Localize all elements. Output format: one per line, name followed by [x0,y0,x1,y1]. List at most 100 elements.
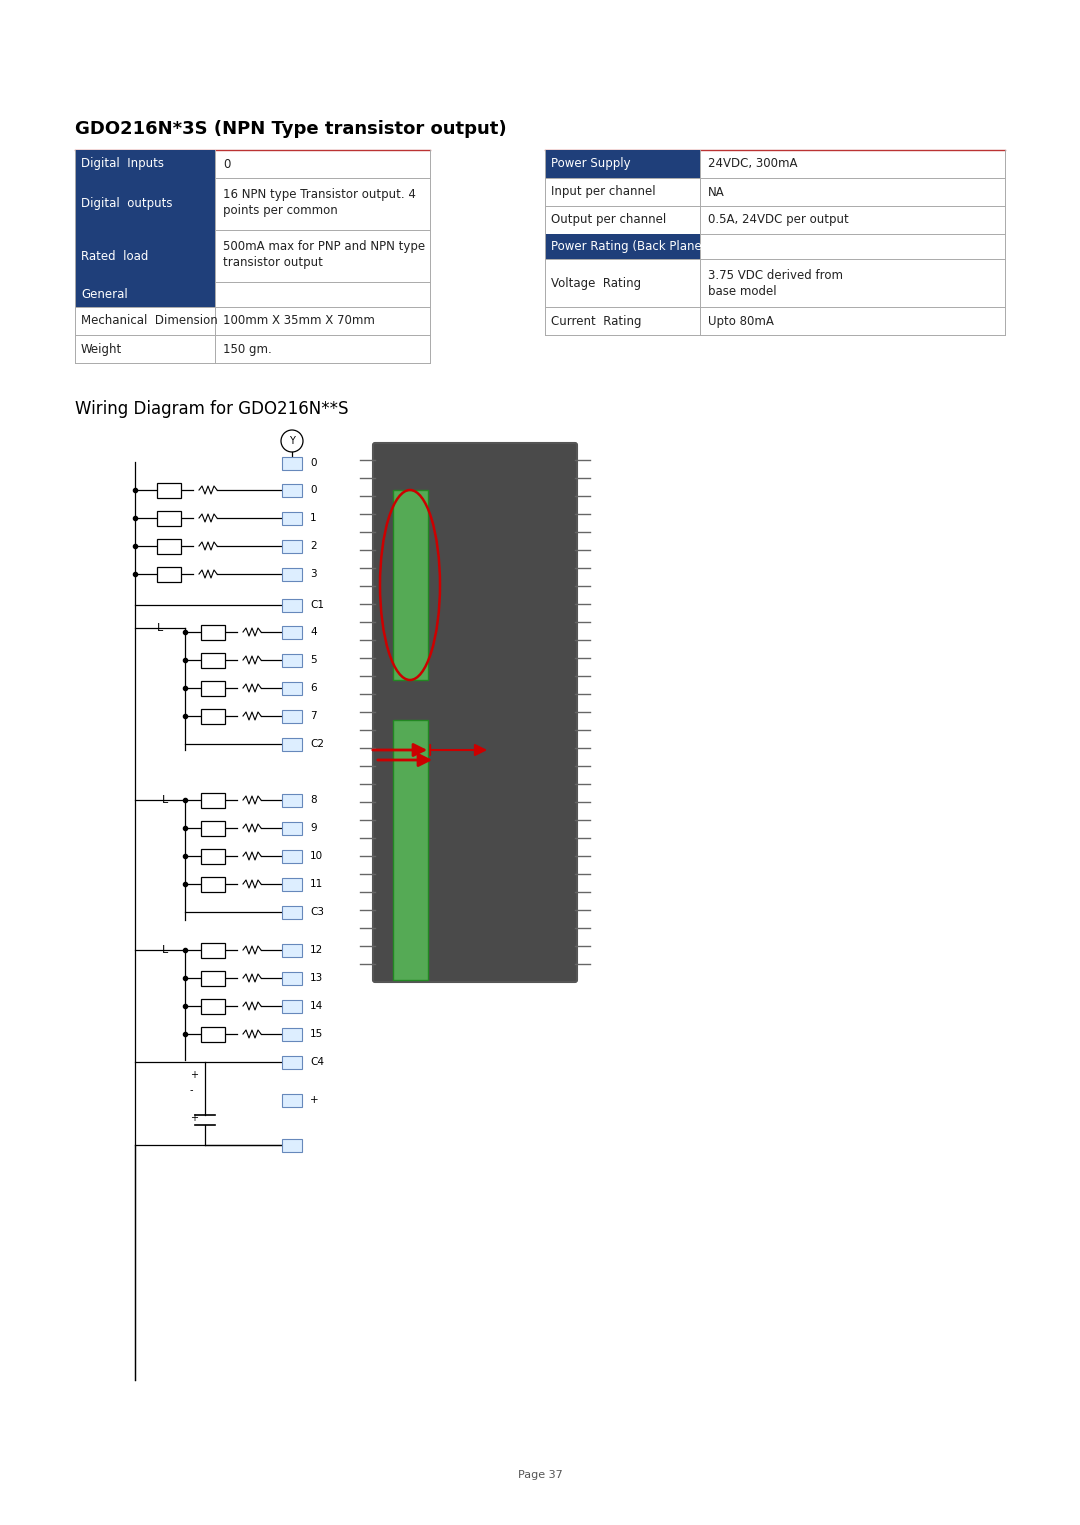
Polygon shape [75,178,215,230]
Polygon shape [75,230,215,282]
Bar [282,822,302,834]
Bar [282,540,302,552]
Text: 0: 0 [310,458,316,468]
Text: Input per channel: Input per channel [551,186,656,198]
Text: Voltage  Rating: Voltage Rating [551,276,642,290]
Bar [282,456,302,470]
Text: 0.5A, 24VDC per output: 0.5A, 24VDC per output [708,214,849,227]
Bar [282,709,302,723]
Text: 3.75 VDC derived from: 3.75 VDC derived from [708,268,843,282]
Polygon shape [545,149,700,178]
Text: Weight: Weight [81,343,122,355]
Text: L: L [162,946,168,955]
Bar [157,538,181,554]
Bar [201,970,225,985]
Text: Power Supply: Power Supply [551,157,631,171]
Bar [282,567,302,581]
Text: 6: 6 [310,683,316,692]
Text: points per common: points per common [222,204,338,217]
Bar [201,653,225,668]
Text: 16 NPN type Transistor output. 4: 16 NPN type Transistor output. 4 [222,188,416,201]
Text: General: General [81,288,127,300]
Text: 10: 10 [310,851,323,862]
Bar [282,1055,302,1069]
Bar [282,511,302,525]
Text: Y: Y [289,436,295,445]
Bar [282,483,302,497]
Text: Wiring Diagram for GDO216N**S: Wiring Diagram for GDO216N**S [75,400,349,418]
Text: C2: C2 [310,740,324,749]
Text: 12: 12 [310,946,323,955]
Text: 13: 13 [310,973,323,984]
Text: 500mA max for PNP and NPN type: 500mA max for PNP and NPN type [222,239,426,253]
Text: base model: base model [708,285,777,297]
Text: 5: 5 [310,656,316,665]
Bar [282,625,302,639]
Bar [201,680,225,695]
Bar [282,738,302,750]
Text: +: + [190,1071,198,1080]
Text: 1: 1 [310,512,316,523]
Bar [393,720,428,981]
Bar [201,999,225,1014]
Text: C1: C1 [310,599,324,610]
Text: NA: NA [708,186,725,198]
Text: 9: 9 [310,824,316,833]
Text: Upto 80mA: Upto 80mA [708,314,774,328]
Bar [282,598,302,612]
Text: Mechanical  Dimension: Mechanical Dimension [81,314,218,328]
Text: Digital  Inputs: Digital Inputs [81,157,164,171]
Bar [282,682,302,694]
Text: 3: 3 [310,569,316,580]
Text: Current  Rating: Current Rating [551,314,642,328]
Text: transistor output: transistor output [222,256,323,268]
Bar [201,625,225,639]
Text: 100mm X 35mm X 70mm: 100mm X 35mm X 70mm [222,314,375,328]
Bar [282,877,302,891]
Bar [201,877,225,892]
Bar [201,820,225,836]
Text: +: + [310,1095,319,1106]
Bar [201,709,225,723]
Bar [157,482,181,497]
Bar [393,490,428,680]
Polygon shape [75,149,215,178]
Bar [157,566,181,581]
Text: 24VDC, 300mA: 24VDC, 300mA [708,157,797,171]
Bar [282,654,302,666]
Text: GDO216N*3S (NPN Type transistor output): GDO216N*3S (NPN Type transistor output) [75,120,507,137]
Polygon shape [545,233,700,259]
Polygon shape [75,282,215,307]
Text: 4: 4 [310,627,316,637]
Bar [201,1026,225,1042]
Bar [282,906,302,918]
Text: 2: 2 [310,541,316,551]
Bar [282,971,302,985]
Text: Digital  outputs: Digital outputs [81,198,173,210]
Text: Page 37: Page 37 [517,1470,563,1479]
Bar [201,848,225,863]
Bar [282,1028,302,1040]
Text: C3: C3 [310,907,324,917]
Bar [201,942,225,958]
Text: 150 gm.: 150 gm. [222,343,272,355]
Bar [201,793,225,808]
Text: L: L [157,624,163,633]
Text: 8: 8 [310,795,316,805]
Bar [282,1139,302,1151]
Text: 15: 15 [310,1029,323,1039]
Text: L: L [162,795,168,805]
Bar [282,849,302,863]
Bar [282,944,302,956]
FancyBboxPatch shape [373,442,577,982]
Text: 7: 7 [310,711,316,721]
Text: Output per channel: Output per channel [551,214,666,227]
Text: -: - [190,1084,193,1095]
Text: 0: 0 [222,157,230,171]
Text: Rated  load: Rated load [81,250,148,262]
Text: +: + [190,1113,198,1122]
Text: C4: C4 [310,1057,324,1067]
Bar [157,511,181,526]
Bar [282,999,302,1013]
Text: 14: 14 [310,1000,323,1011]
